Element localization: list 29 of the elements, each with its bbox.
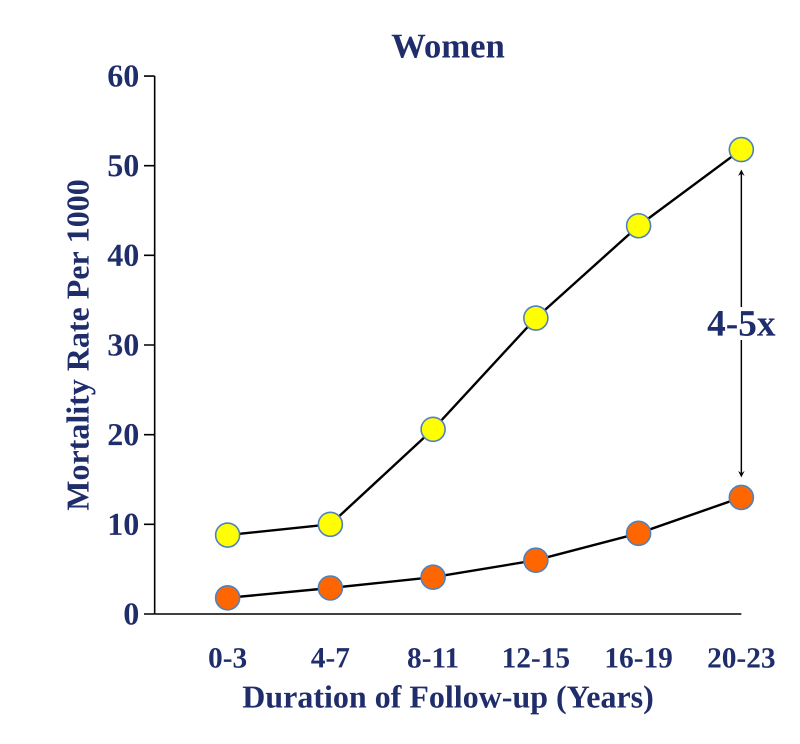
point [626, 520, 652, 546]
x-tick-label: 0-3 [209, 648, 246, 668]
x-axis-title: Duration of Follow-up (Years) [242, 685, 652, 714]
point [728, 136, 754, 162]
x-tick-label: 16-19 [606, 648, 672, 668]
y-tick-label: 20 [108, 424, 138, 446]
y-tick-label: 10 [110, 514, 138, 536]
chart-title: Women [392, 34, 504, 58]
point [318, 575, 344, 601]
y-tick-label: 40 [108, 244, 138, 266]
point [626, 212, 652, 239]
point [318, 512, 344, 538]
point [420, 564, 446, 590]
point [523, 305, 549, 331]
y-tick-label: 0 [124, 603, 138, 625]
y-axis-title: Mortality Rate Per 1000 [66, 180, 96, 510]
y-tick-label: 60 [108, 65, 138, 87]
annotation: 4-5x [708, 311, 776, 336]
point [523, 547, 549, 573]
y-tick-label: 50 [108, 154, 138, 176]
x-tick-label: 12-15 [504, 648, 569, 668]
y-tick-label: 30 [108, 334, 138, 356]
x-tick-label: 20-23 [708, 648, 775, 668]
point [728, 484, 754, 510]
point [214, 585, 240, 611]
x-tick-label: 8-11 [408, 648, 458, 668]
x-tick-label: 4-7 [311, 648, 350, 668]
point [214, 522, 240, 548]
point [420, 416, 446, 442]
